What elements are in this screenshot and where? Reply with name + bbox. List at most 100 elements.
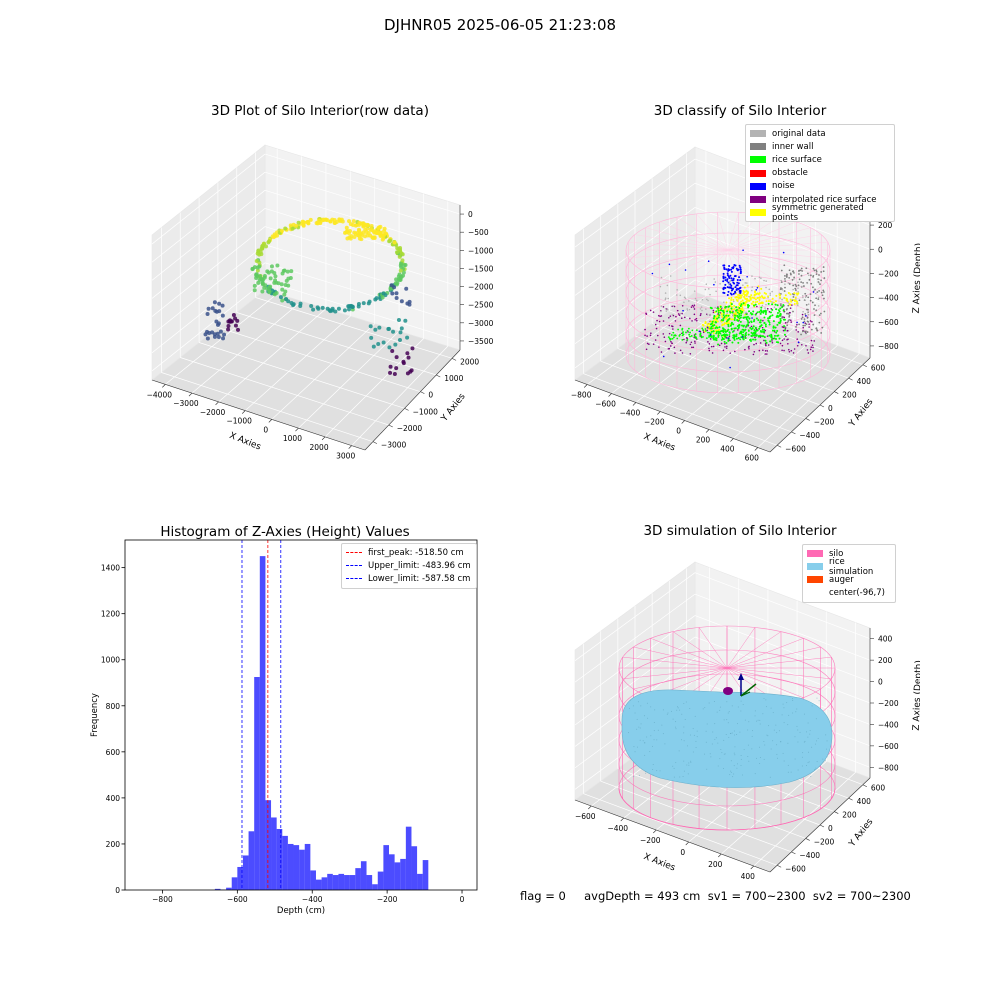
rice-surface-point [717,307,720,310]
x-tick [681,420,685,424]
noise-point [796,321,798,324]
rice-mesh-point [686,764,688,766]
grid-line [198,342,405,409]
rice-mesh-point [688,762,690,764]
histogram-bar [242,855,249,890]
data-point [272,270,277,275]
rice-surface-point [770,338,773,341]
grid-line [574,593,696,683]
symmetric-point [786,300,789,303]
data-point [352,235,357,240]
noise-point [797,341,800,343]
rice-surface-point [681,338,684,341]
histogram-bar [405,826,412,890]
data-point [392,240,397,245]
rice-surface-point [736,311,739,314]
noise-point [732,265,735,268]
rice-surface-point [763,336,766,339]
interpolated-point [662,306,665,308]
interpolated-point [781,344,784,347]
data-point [231,313,236,318]
inner-wall-point [795,326,797,328]
rice-mesh-point [675,728,677,730]
data-point [380,237,385,242]
interpolated-point [691,304,694,307]
y-tick-label: 200 [842,811,857,820]
data-point [222,332,227,337]
symmetric-point [783,296,786,299]
rice-mesh-point [733,752,735,754]
rice-surface-point [724,336,727,339]
data-point [382,232,387,237]
panel-title: 3D Plot of Silo Interior(row data) [211,103,429,119]
rice-surface-point [763,330,766,333]
interpolated-point [711,352,714,354]
legend-label: rice simulation [829,556,874,577]
interpolated-point [810,339,813,342]
original-point [758,276,761,279]
data-point [348,236,353,241]
rice-surface-point [743,329,746,332]
grid-line [264,244,461,306]
grid-line [298,330,400,429]
data-point [371,344,376,349]
rice-mesh-point [751,735,753,737]
x-tick [268,419,273,423]
rice-mesh-point [816,761,818,763]
rice-surface-point [764,313,767,316]
noise-point [734,286,737,289]
rice-surface-point [729,324,732,327]
noise-point [728,286,731,289]
rice-surface-point [734,314,737,317]
noise-point [734,290,737,293]
silo-spoke [622,656,728,669]
symmetric-point [721,323,724,326]
rice-surface-point [758,327,761,330]
silo-spoke [696,213,729,251]
noise-point [739,268,742,271]
original-point [707,288,710,290]
y-tick-label: 2000 [460,357,479,366]
z-tick-label: −400 [878,720,899,729]
rice-mesh-point [782,752,784,754]
data-point [301,223,306,228]
original-point [797,291,799,293]
rice-mesh-point [695,740,697,742]
rice-mesh-point [628,707,630,709]
rice-surface-point [708,336,710,338]
rice-mesh-point [744,719,746,721]
interpolated-point [801,313,804,316]
z-tick-label: 400 [878,635,893,644]
rice-surface-point [667,336,670,339]
rice-mesh-point [683,770,685,772]
y-tick-label: −3000 [381,441,407,450]
inner-wall-point [800,274,803,277]
interpolated-point [686,337,688,340]
data-point [342,308,347,313]
rice-mesh-point [683,740,685,742]
z-tick-label: 200 [878,221,893,230]
data-point [356,302,361,307]
z-tick-label: 0 [878,678,883,687]
inner-wall-point [798,299,801,302]
y-axis-label: Y Axies [847,397,876,430]
noise-point [730,284,733,287]
symmetric-point [735,295,738,298]
rice-surface-point [733,338,736,341]
original-point [804,296,807,299]
symmetric-point [760,287,763,290]
rice-surface-point [768,323,771,326]
noise-point [730,270,733,273]
rice-surface-point [729,311,732,314]
rice-surface-point [764,325,767,328]
rice-surface-point [762,335,765,338]
symmetric-point [706,323,709,326]
interpolated-point [679,324,682,327]
rice-surface-point [722,334,725,337]
original-point [754,277,756,280]
silo-spoke [727,249,760,287]
inner-wall-point [801,316,804,319]
interpolated-point [644,334,646,337]
inner-wall-point [811,286,814,289]
grid-line [191,300,302,394]
